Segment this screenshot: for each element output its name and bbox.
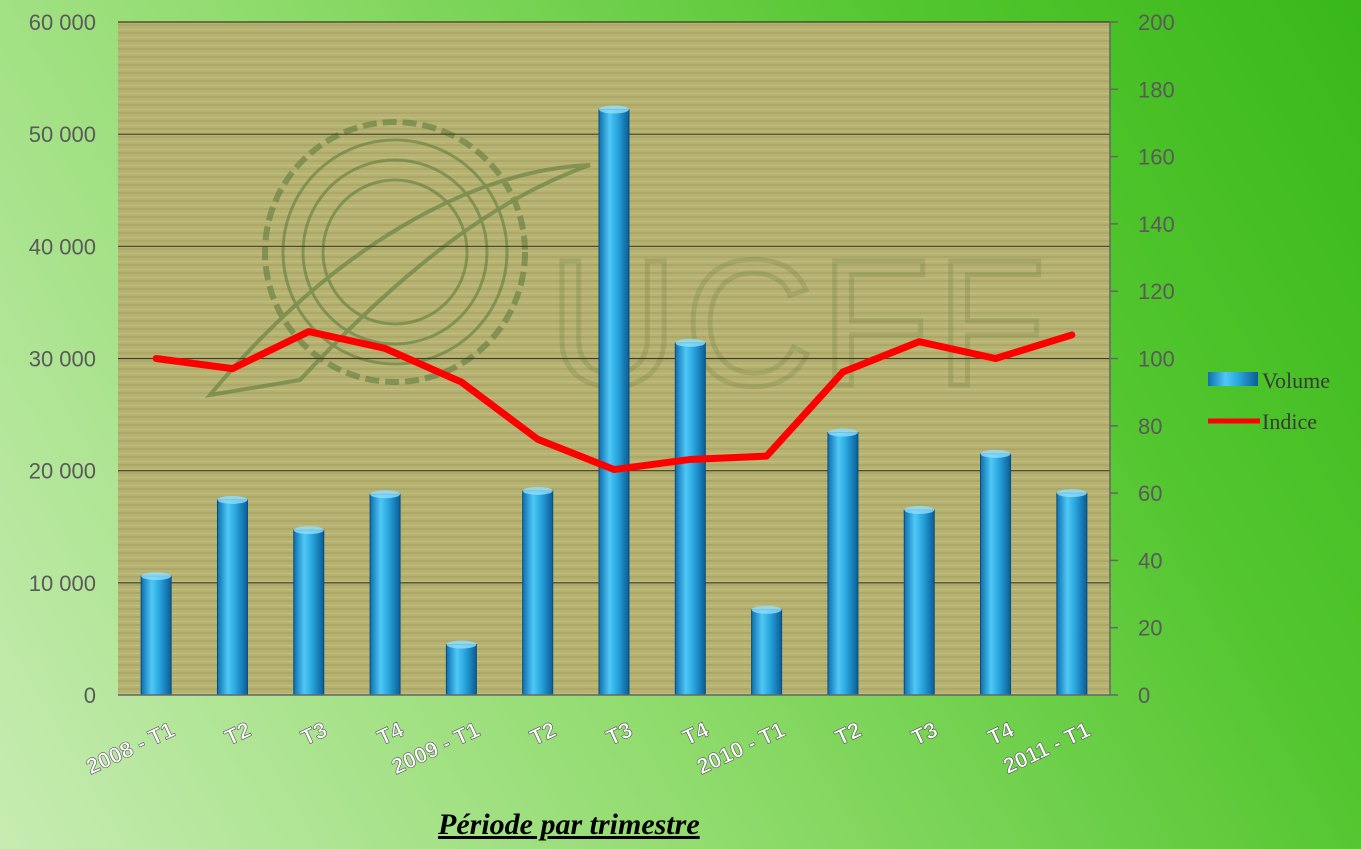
right-tick-label: 160 [1138, 145, 1175, 170]
left-tick-label: 0 [84, 683, 96, 708]
x-tick-label: 2011 - T1 [999, 717, 1094, 779]
legend: Volume Indice [1208, 368, 1330, 434]
right-tick-label: 80 [1138, 414, 1162, 439]
x-tick-label: T2 [221, 717, 255, 751]
volume-bar-cap [751, 605, 782, 614]
indice-series-line [152, 328, 1076, 474]
volume-bar-cap [293, 526, 324, 535]
volume-bar-cap [675, 338, 706, 347]
volume-bar [140, 575, 172, 696]
left-tick-label: 10 000 [29, 571, 96, 596]
volume-bar [293, 529, 325, 696]
right-tick-label: 60 [1138, 481, 1162, 506]
legend-volume-swatch [1208, 372, 1258, 386]
volume-bar [827, 432, 859, 696]
left-axis-ticks: 0 10 000 20 000 30 000 40 000 50 000 60 000 [29, 10, 96, 708]
x-axis-title: Période par trimestre [438, 808, 700, 841]
right-axis-ticks: 0 20 40 60 80 100 120 140 160 180 200 [1110, 10, 1175, 708]
legend-volume-label: Volume [1262, 368, 1330, 393]
volume-bar-cap [370, 490, 401, 499]
volume-bar-cap [446, 640, 477, 649]
left-tick-label: 60 000 [29, 10, 96, 35]
right-tick-label: 180 [1138, 77, 1175, 102]
x-tick-label: T2 [526, 717, 560, 751]
x-tick-label: T3 [297, 717, 331, 751]
volume-bar [674, 342, 706, 696]
volume-bar [598, 108, 630, 696]
right-tick-label: 100 [1138, 347, 1175, 372]
x-tick-label: T4 [984, 717, 1019, 751]
volume-bar [1056, 492, 1088, 696]
right-tick-label: 200 [1138, 10, 1175, 35]
volume-bar-cap [522, 486, 553, 495]
x-tick-label: 2010 - T1 [693, 717, 789, 779]
left-tick-label: 40 000 [29, 234, 96, 259]
x-tick-label: T4 [373, 717, 408, 751]
volume-bar-cap [980, 449, 1011, 458]
left-tick-label: 30 000 [29, 347, 96, 372]
volume-bar [751, 609, 783, 696]
right-tick-label: 0 [1138, 683, 1150, 708]
x-tick-label: T3 [602, 717, 636, 751]
volume-bar-cap [1056, 489, 1087, 498]
right-tick-label: 20 [1138, 616, 1162, 641]
volume-bar-cap [141, 572, 172, 581]
right-tick-label: 120 [1138, 279, 1175, 304]
x-tick-label: 2008 - T1 [82, 717, 178, 779]
indice-line [152, 328, 1076, 474]
volume-bar [522, 490, 554, 696]
volume-bar-cap [904, 505, 935, 514]
x-tick-label: T4 [679, 717, 714, 751]
left-tick-label: 20 000 [29, 459, 96, 484]
volume-bar [445, 644, 477, 696]
legend-indice-label: Indice [1262, 409, 1317, 434]
volume-bar-cap [599, 105, 629, 114]
volume-bar [216, 499, 248, 696]
volume-bar [369, 493, 401, 696]
right-tick-label: 140 [1138, 212, 1175, 237]
volume-bar-cap [827, 428, 858, 437]
left-tick-label: 50 000 [29, 122, 96, 147]
x-tick-label: T2 [831, 717, 865, 751]
volume-bar-cap [217, 495, 248, 504]
volume-bar [980, 453, 1012, 696]
x-tick-label: T3 [907, 717, 941, 751]
x-tick-label: 2009 - T1 [388, 717, 484, 779]
right-tick-label: 40 [1138, 548, 1162, 573]
volume-bar [903, 509, 935, 696]
volume-bars [140, 105, 1088, 696]
